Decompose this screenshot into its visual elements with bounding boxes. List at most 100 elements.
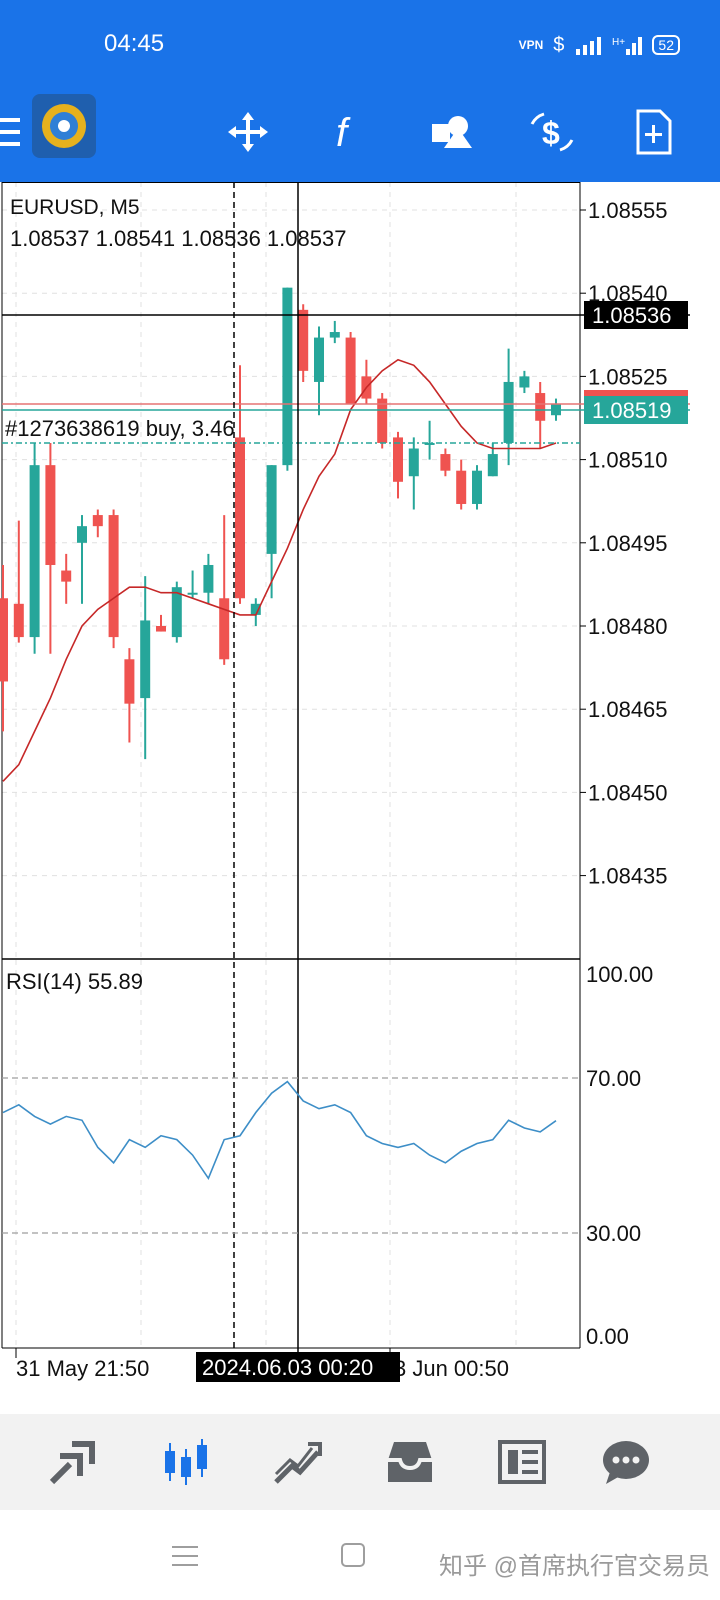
bottom-navigation — [0, 1414, 720, 1510]
metatrader-logo[interactable] — [32, 94, 96, 158]
price-label: 1.08465 — [588, 697, 668, 722]
rsi-level-70-label: 70.00 — [586, 1066, 641, 1091]
candle-body — [13, 603, 24, 638]
candle-body — [203, 564, 214, 593]
candle-body — [92, 515, 103, 527]
candle — [456, 459, 467, 510]
candle — [45, 442, 56, 654]
nav-messages[interactable] — [596, 1432, 656, 1492]
candle — [503, 348, 514, 466]
candle — [203, 553, 214, 604]
trade-button[interactable]: $ — [522, 102, 582, 162]
nav-quotes[interactable] — [42, 1432, 102, 1492]
price-label: 1.08435 — [588, 864, 668, 889]
nav-news[interactable] — [492, 1432, 552, 1492]
chart-area[interactable]: #1273638619 buy, 3.46 1.08519 1.08555 1.0… — [0, 182, 720, 1414]
system-navigation-bar: 知乎 @首席执行官交易员 — [0, 1510, 720, 1600]
time-label-right: 3 Jun 00:50 — [394, 1356, 509, 1381]
app-logo-icon — [42, 104, 86, 148]
candle-body — [266, 465, 277, 554]
indicators-icon: f — [336, 111, 351, 154]
candle — [92, 509, 103, 538]
home-icon[interactable] — [340, 1542, 366, 1568]
candle-body — [472, 470, 482, 504]
price-label: 1.08555 — [588, 198, 668, 223]
candle-body — [487, 454, 498, 477]
candle-body — [61, 570, 72, 582]
price-label: 1.08525 — [588, 364, 668, 389]
menu-icon[interactable] — [0, 114, 22, 154]
candle-body — [29, 465, 40, 638]
candle — [235, 365, 245, 604]
candle — [408, 437, 419, 510]
price-label: 1.08495 — [588, 531, 668, 556]
candle-body — [456, 470, 467, 504]
status-bar: 04:45 VPN $ H+ 52 — [0, 0, 720, 90]
bid-price: 1.08519 — [592, 398, 672, 423]
price-label: 1.08510 — [588, 448, 668, 473]
signal-icon — [576, 37, 602, 55]
quotes-icon — [49, 1441, 95, 1485]
candle-body — [0, 598, 8, 682]
price-axis: 1.085551.085401.085251.085101.084951.084… — [580, 198, 668, 889]
svg-text:f: f — [336, 111, 351, 154]
bid-price-tag — [584, 396, 688, 424]
price-label: 1.08480 — [588, 614, 668, 639]
candle-body — [250, 603, 261, 615]
moving-average-line — [2, 358, 557, 782]
signal-h-icon: H+ — [612, 37, 643, 55]
candle — [329, 320, 340, 344]
candle-body — [45, 465, 56, 565]
order-line-label: #1273638619 buy, 3.46 — [5, 416, 235, 441]
cursor-time-tag — [196, 1352, 400, 1382]
dollar-app-icon: $ — [553, 33, 565, 56]
crosshair-move-icon — [228, 112, 268, 152]
candle-body — [519, 376, 530, 388]
candle — [535, 381, 546, 449]
new-order-icon — [636, 109, 672, 155]
candle — [250, 598, 261, 626]
candle — [140, 576, 151, 760]
candle — [314, 326, 324, 416]
candle-body — [298, 309, 309, 371]
nav-trade[interactable] — [268, 1432, 328, 1492]
candle — [156, 614, 166, 632]
objects-button[interactable] — [420, 102, 480, 162]
battery-icon: 52 — [652, 35, 680, 55]
rsi-grid — [15, 960, 517, 1348]
candle-body — [140, 620, 151, 699]
candle — [171, 581, 182, 643]
candle-body — [377, 398, 388, 443]
candle-body — [77, 526, 87, 543]
crosshair-move-button[interactable] — [218, 102, 278, 162]
candle-body — [503, 381, 514, 443]
candle-body — [187, 592, 198, 595]
status-icons: VPN $ H+ 52 — [519, 30, 680, 60]
chart-toolbar: f $ — [0, 90, 720, 182]
nav-chart[interactable] — [156, 1432, 216, 1492]
candle — [77, 515, 87, 604]
candle-body — [329, 332, 340, 338]
chart-icon — [165, 1439, 207, 1485]
candle-body — [235, 437, 245, 599]
candle-body — [314, 337, 324, 382]
chart-grid — [2, 182, 580, 959]
candle — [424, 420, 435, 460]
recent-apps-icon[interactable] — [172, 1544, 198, 1568]
cursor-price: 1.08536 — [592, 303, 672, 328]
candle-body — [408, 448, 419, 477]
candle — [29, 442, 40, 654]
news-icon — [498, 1440, 546, 1484]
chart-symbol: EURUSD, M5 — [10, 196, 140, 219]
candle — [13, 520, 24, 643]
candle-body — [219, 598, 230, 660]
cursor-time: 2024.06.03 00:20 — [202, 1355, 373, 1380]
nav-history[interactable] — [380, 1432, 440, 1492]
indicators-button[interactable]: f — [318, 102, 378, 162]
candle — [266, 465, 277, 599]
candle — [440, 448, 451, 477]
new-order-button[interactable] — [624, 102, 684, 162]
candle — [0, 564, 8, 732]
vpn-icon: VPN — [518, 38, 544, 52]
candles-group — [0, 287, 561, 760]
